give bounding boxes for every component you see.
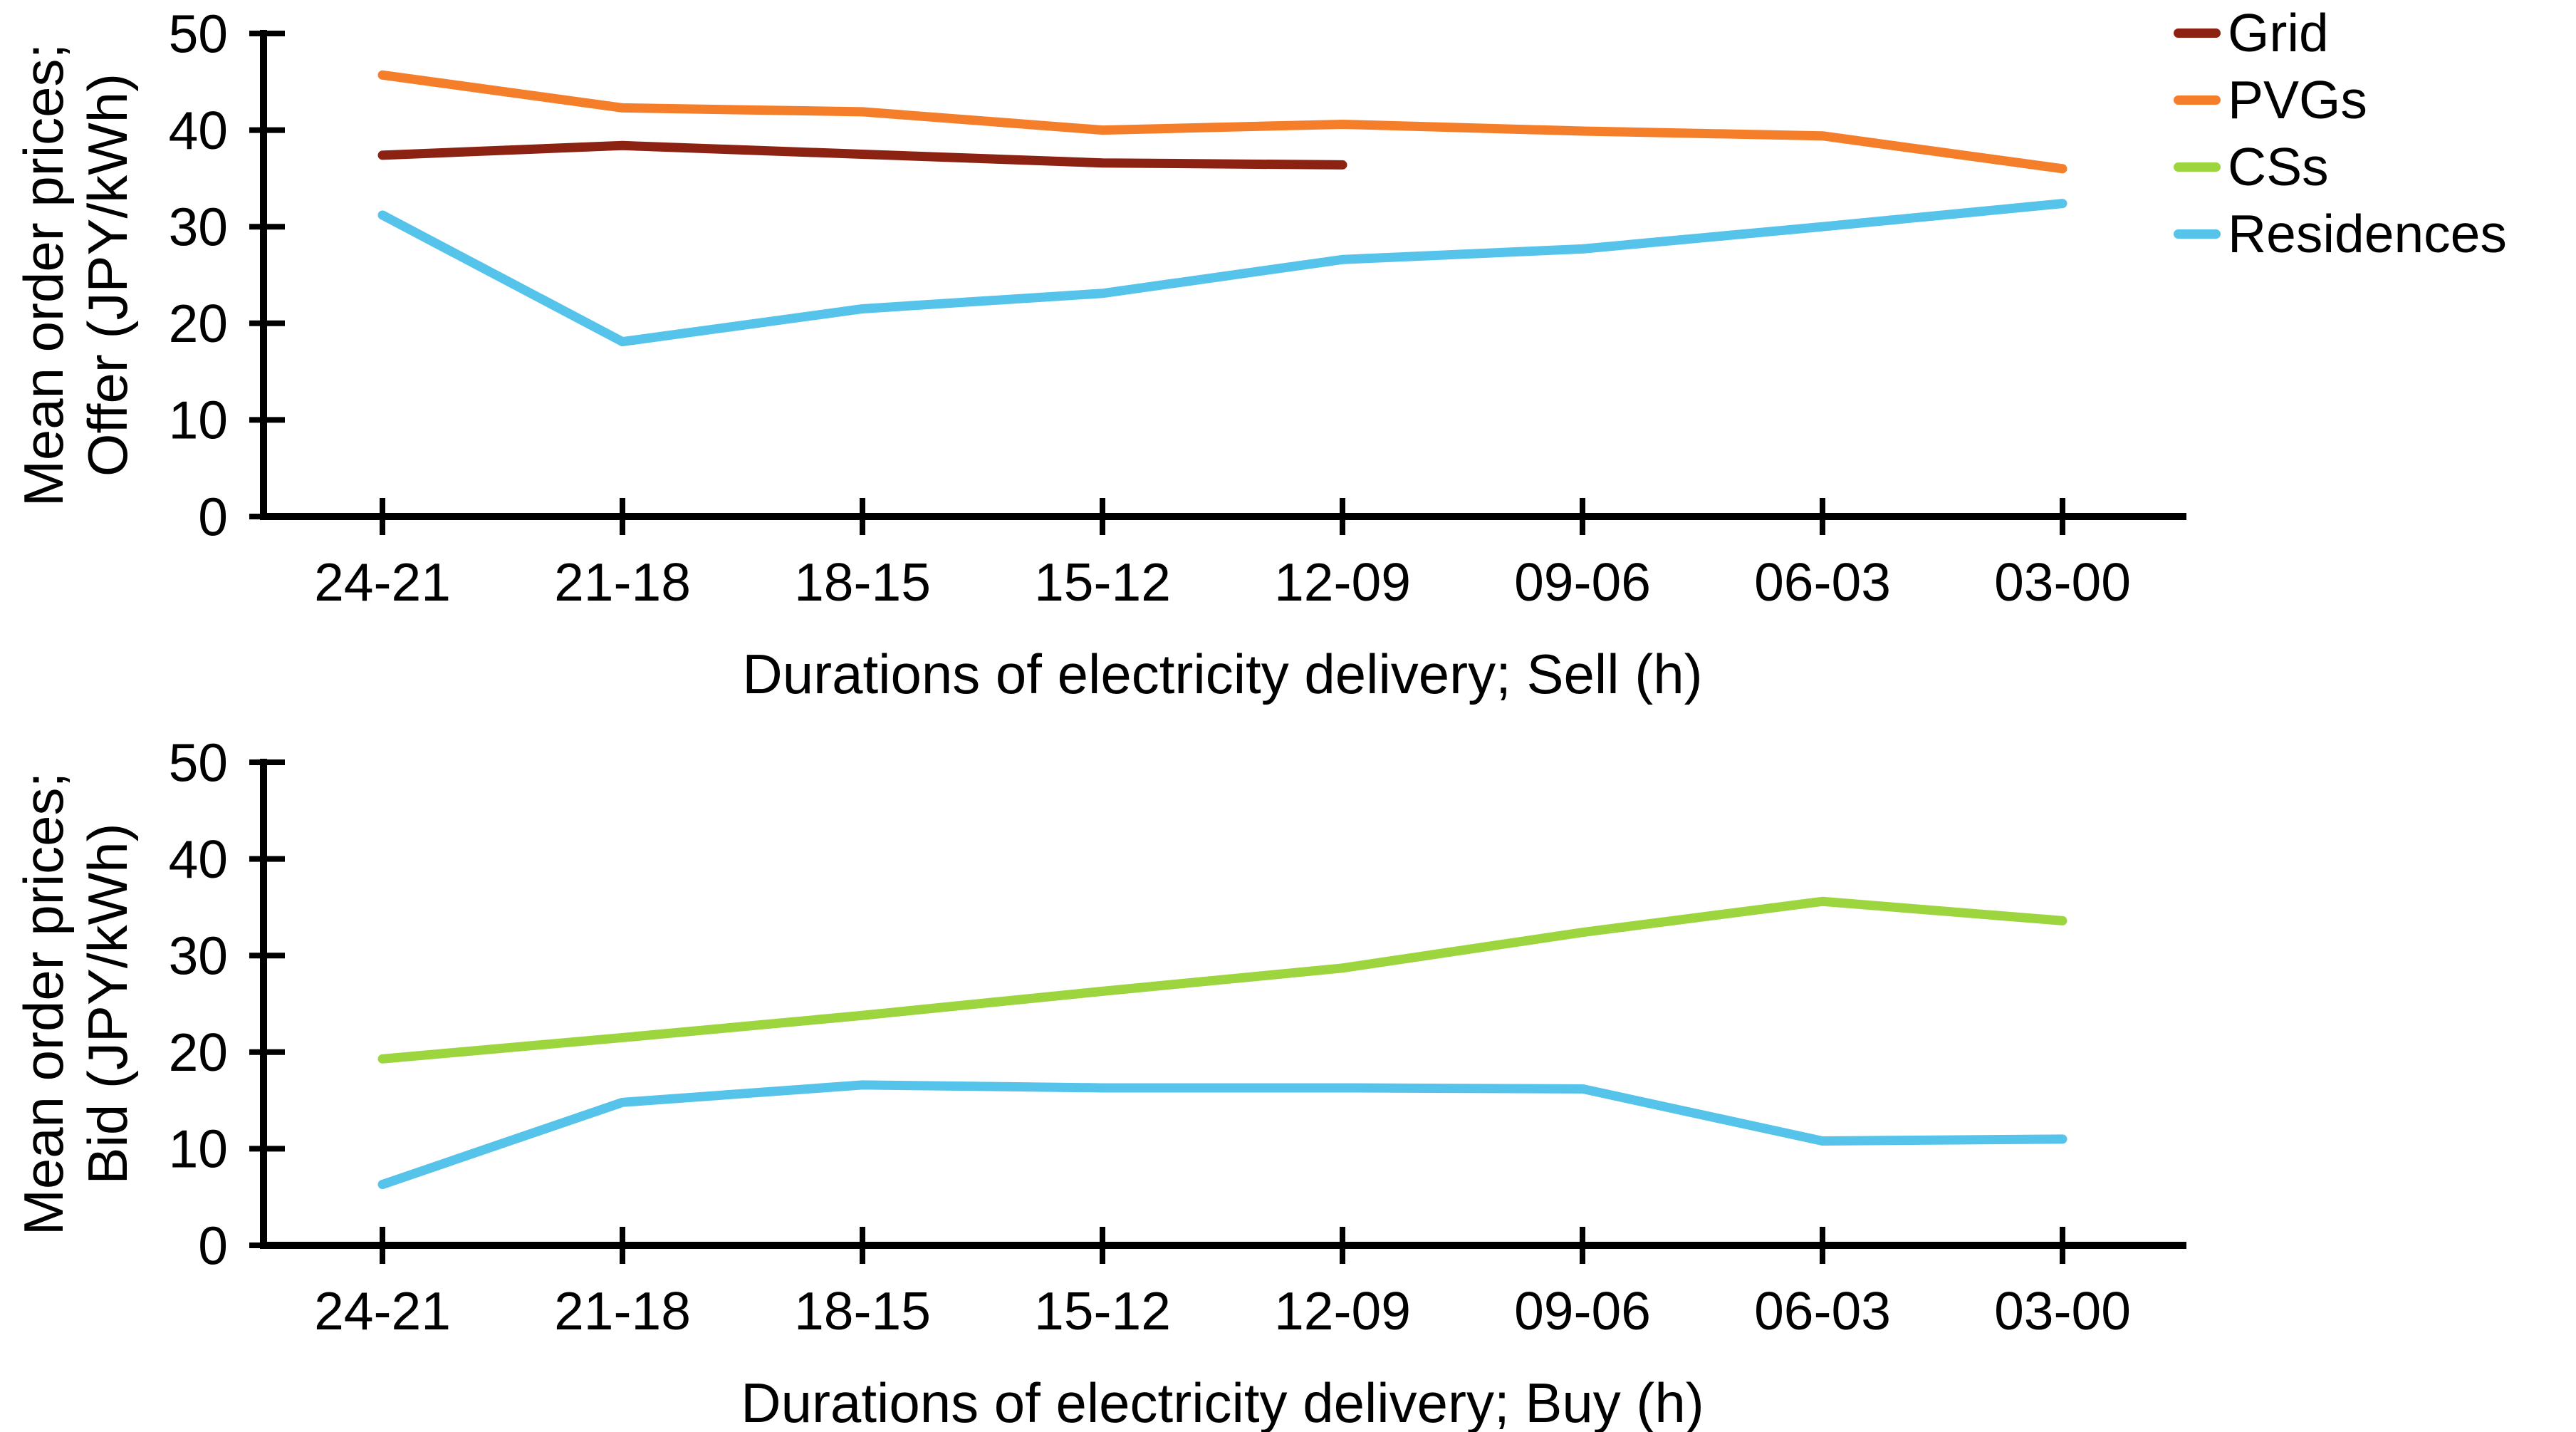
legend-item-css: CSs: [2174, 136, 2507, 197]
y-tick-label: 30: [169, 925, 228, 985]
legend-item-residences: Residences: [2174, 203, 2507, 264]
series-line-residences: [377, 1080, 2067, 1190]
legend-label: PVGs: [2228, 69, 2367, 130]
x-tick-label: 06-03: [1754, 552, 1891, 612]
offer-sell-chart: 0 10 20 30 40 50 24-21 21-18 18-15 15-12 12-09 09-0…: [12, 4, 2186, 705]
legend-swatch-icon: [2174, 28, 2221, 38]
y-tick-label: 50: [169, 732, 228, 792]
y-tick-label: 0: [198, 487, 228, 546]
x-tick-label: 18-15: [794, 1281, 931, 1341]
x-tick-label: 15-12: [1034, 552, 1171, 612]
y-axis-title-line1: Mean order prices;: [12, 772, 75, 1235]
x-tick-label: 03-00: [1994, 552, 2131, 612]
legend-item-grid: Grid: [2174, 2, 2507, 63]
x-tick-label: 03-00: [1994, 1281, 2131, 1341]
legend-swatch-icon: [2174, 95, 2221, 105]
series-line-css: [377, 896, 2067, 1064]
y-tick-label: 40: [169, 829, 228, 889]
y-axis-title-line2: Offer (JPY/kWh): [76, 73, 139, 477]
legend-swatch-icon: [2174, 162, 2221, 172]
x-tick-label: 15-12: [1034, 1281, 1171, 1341]
x-axis-title: Durations of electricity delivery; Sell …: [742, 643, 1702, 705]
legend-label: CSs: [2228, 136, 2329, 197]
y-tick-label: 50: [169, 4, 228, 63]
bid-buy-chart: 0 10 20 30 40 50 24-21 21-18 18-15 15-12 12-09 09-0…: [12, 732, 2186, 1432]
legend-swatch-icon: [2174, 229, 2221, 239]
y-tick-label: 20: [169, 1022, 228, 1082]
x-axis-title: Durations of electricity delivery; Buy (…: [741, 1371, 1704, 1432]
legend-item-pvgs: PVGs: [2174, 69, 2507, 130]
x-tick-label: 06-03: [1754, 1281, 1891, 1341]
x-tick-label: 12-09: [1274, 1281, 1411, 1341]
y-tick-label: 0: [198, 1215, 228, 1275]
x-tick-label: 18-15: [794, 552, 931, 612]
x-tick-label: 24-21: [314, 552, 451, 612]
series-line-pvgs: [377, 70, 2067, 174]
x-tick-label: 09-06: [1514, 552, 1651, 612]
legend: Grid PVGs CSs Residences: [2174, 2, 2507, 264]
y-tick-label: 10: [169, 390, 228, 450]
series-line-residences: [377, 199, 2067, 347]
x-tick-label: 21-18: [554, 1281, 691, 1341]
x-tick-label: 24-21: [314, 1281, 451, 1341]
x-tick-label: 12-09: [1274, 552, 1411, 612]
y-axis-title-line1: Mean order prices;: [12, 43, 75, 507]
y-tick-label: 40: [169, 100, 228, 160]
y-tick-label: 30: [169, 197, 228, 256]
legend-label: Grid: [2228, 2, 2329, 63]
y-tick-label: 10: [169, 1119, 228, 1179]
series-line-grid: [377, 140, 1347, 170]
legend-label: Residences: [2228, 203, 2507, 264]
x-tick-label: 21-18: [554, 552, 691, 612]
y-tick-label: 20: [169, 294, 228, 353]
y-axis-title-line2: Bid (JPY/kWh): [76, 823, 139, 1184]
x-tick-label: 09-06: [1514, 1281, 1651, 1341]
